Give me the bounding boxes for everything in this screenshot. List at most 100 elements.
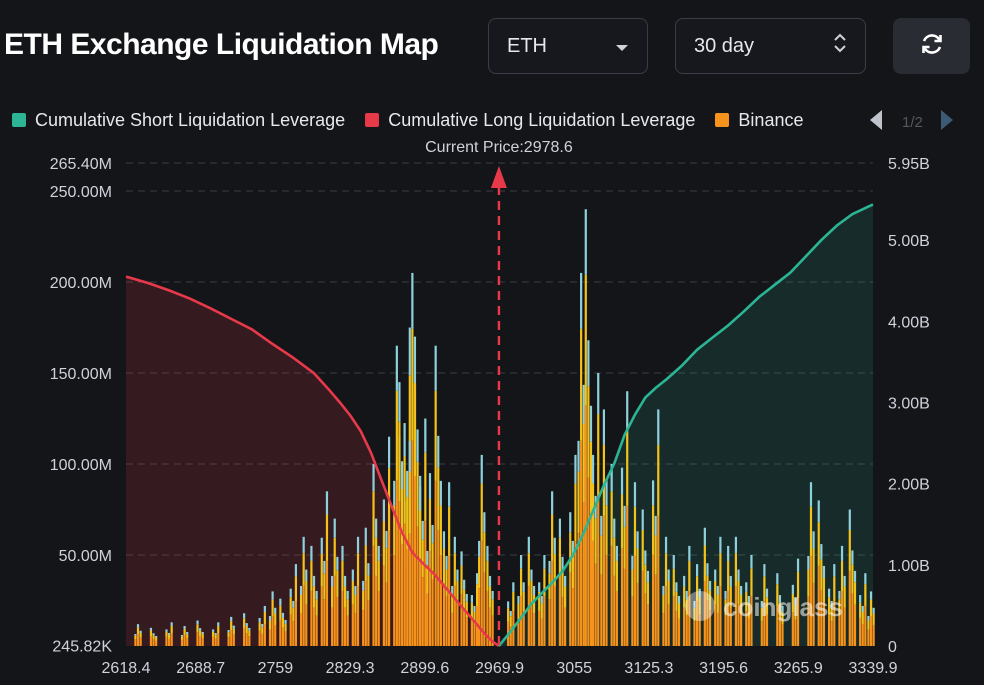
bar-okx <box>861 611 864 624</box>
bar-binance <box>530 603 533 646</box>
bar-other <box>695 564 699 577</box>
legend-item-binance[interactable]: Binance <box>715 110 828 131</box>
bar-other <box>651 480 655 506</box>
bar-okx <box>672 568 675 596</box>
bar-okx <box>750 568 753 596</box>
bar-okx <box>362 590 365 611</box>
bar-okx <box>232 628 235 635</box>
bar-okx <box>587 386 590 478</box>
bar-okx <box>248 630 251 637</box>
bar-binance <box>714 603 717 646</box>
bar-binance <box>274 624 277 646</box>
bar-other <box>848 509 851 530</box>
bar-okx <box>636 548 639 583</box>
bar-binance <box>548 599 551 646</box>
bar-okx <box>698 597 701 615</box>
asset-select[interactable]: ETH <box>488 18 648 74</box>
bar-binance <box>745 610 748 646</box>
bar-binance <box>685 615 688 646</box>
bar-okx <box>719 553 722 586</box>
bar-okx <box>651 505 655 555</box>
bar-binance <box>872 624 875 646</box>
bar-binance <box>848 570 851 646</box>
bar-binance <box>421 577 424 646</box>
bar-okx <box>564 586 567 608</box>
bar-binance <box>243 627 246 646</box>
bar-other <box>134 633 137 636</box>
bar-okx <box>421 539 424 578</box>
bar-other <box>794 597 797 606</box>
bar-okx <box>872 613 875 625</box>
bar-okx <box>580 328 583 441</box>
bar-binance <box>641 570 644 646</box>
bar-binance <box>760 621 763 646</box>
bar-binance <box>662 612 665 646</box>
bar-binance <box>263 623 266 646</box>
bar-other <box>740 585 743 595</box>
bar-binance <box>620 547 624 646</box>
bar-other <box>838 590 841 600</box>
bar-okx <box>693 607 696 622</box>
bar-okx <box>473 611 476 624</box>
bar-okx <box>724 599 727 616</box>
bar-other <box>463 579 466 590</box>
bar-binance <box>488 607 492 646</box>
bar-okx <box>667 581 670 604</box>
bar-okx <box>331 586 334 608</box>
bar-other <box>527 536 530 554</box>
bar-okx <box>677 603 681 619</box>
bar-binance <box>483 572 486 646</box>
bar-binance <box>395 480 398 646</box>
bar-okx <box>413 383 417 476</box>
bar-okx <box>372 491 375 546</box>
bar-other <box>737 569 740 582</box>
bar-other <box>571 540 574 557</box>
bar-okx <box>431 543 434 580</box>
bar-okx <box>867 620 870 630</box>
bar-okx <box>683 586 686 608</box>
legend-item-long[interactable]: Cumulative Long Liquidation Leverage <box>365 110 695 131</box>
bar-binance <box>558 575 562 646</box>
bar-binance <box>830 621 833 646</box>
bar-binance <box>734 585 738 646</box>
bar-other <box>183 625 186 629</box>
bar-binance <box>400 544 404 646</box>
bar-other <box>375 518 378 538</box>
bar-binance <box>305 603 308 646</box>
bar-other <box>400 461 404 489</box>
bar-other <box>708 580 712 591</box>
bar-binance <box>372 545 375 646</box>
x-tick-label: 3195.6 <box>699 660 748 677</box>
right-tick-label: 5.95B <box>888 156 930 173</box>
bar-okx <box>817 522 820 566</box>
bar-other <box>626 391 629 430</box>
bar-other <box>491 590 494 600</box>
bar-okx <box>351 581 354 604</box>
right-tick-label: 3.00B <box>888 395 930 412</box>
bar-okx <box>424 452 427 521</box>
legend-next-icon[interactable] <box>939 108 955 136</box>
bar-okx <box>569 532 572 573</box>
bar-binance <box>781 623 784 646</box>
bar-binance <box>431 579 434 646</box>
bar-other <box>719 536 722 554</box>
bar-other <box>693 600 696 608</box>
bar-okx <box>136 627 140 634</box>
asset-select-value: ETH <box>507 34 547 57</box>
bar-okx <box>796 571 800 598</box>
bar-binance <box>577 533 580 646</box>
bar-other <box>623 505 626 527</box>
legend-item-short[interactable]: Cumulative Short Liquidation Leverage <box>12 110 345 131</box>
bar-binance <box>419 558 422 646</box>
x-tick-label: 3339.9 <box>849 660 898 677</box>
bar-binance <box>778 617 782 646</box>
bar-binance <box>698 614 701 646</box>
bar-okx <box>217 625 220 633</box>
refresh-button[interactable] <box>893 18 970 74</box>
bar-other <box>657 409 660 445</box>
legend-prev-icon[interactable] <box>868 108 884 136</box>
bar-okx <box>416 461 419 527</box>
period-select[interactable]: 30 day <box>675 18 866 74</box>
bar-okx <box>230 621 233 630</box>
bar-okx <box>315 599 318 616</box>
